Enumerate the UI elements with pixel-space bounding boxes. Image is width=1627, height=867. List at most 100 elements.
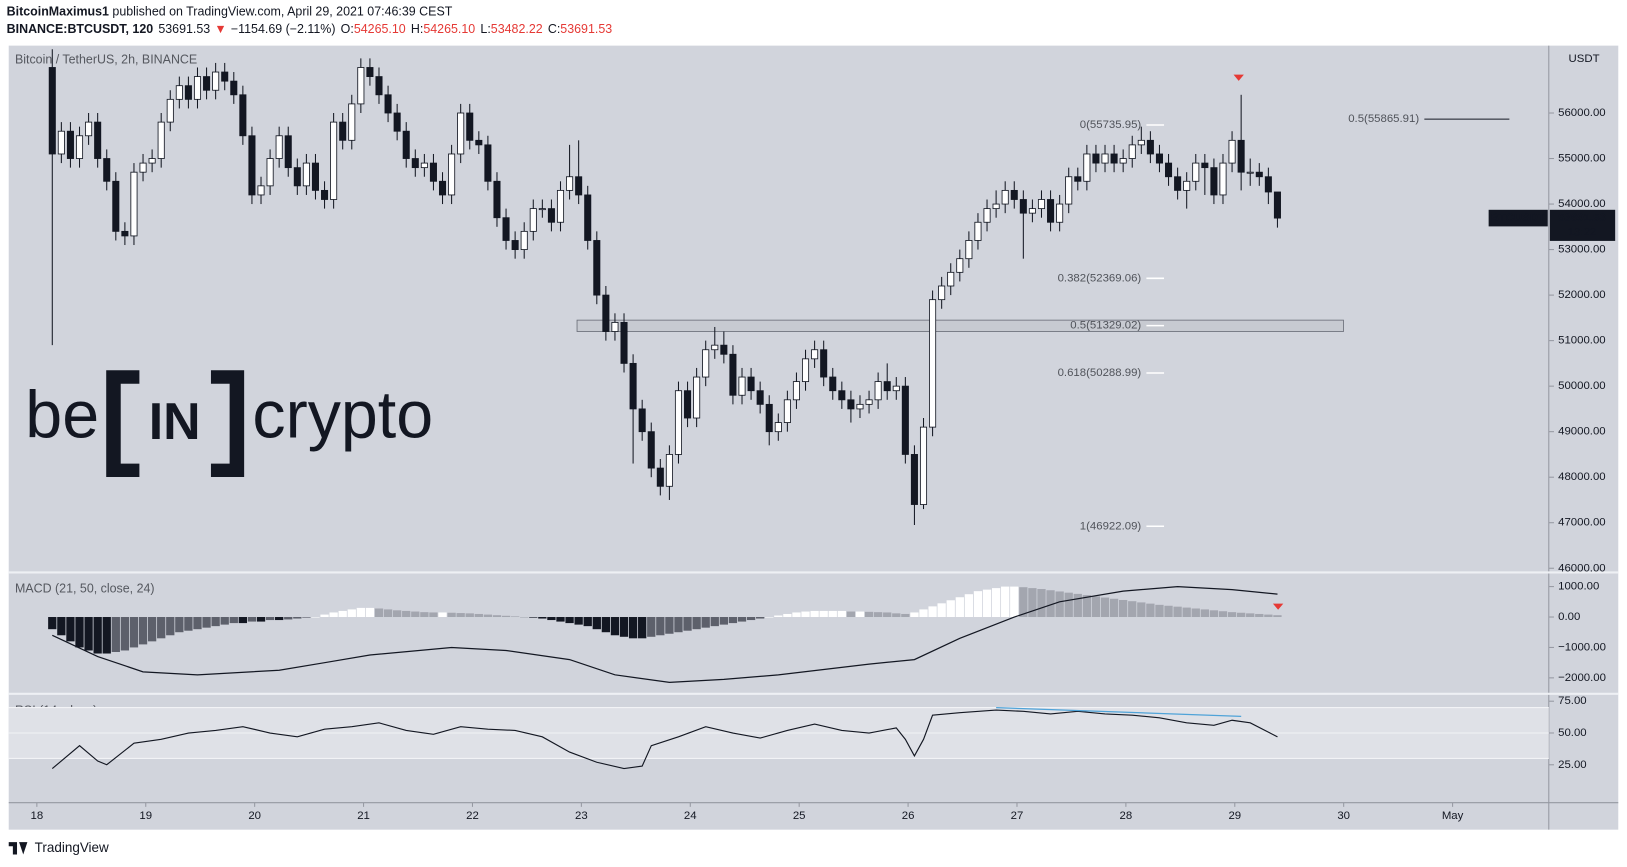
y-tick-label: 49000.00 xyxy=(1558,426,1606,438)
macd-bar xyxy=(447,612,456,618)
time-axis xyxy=(8,802,1619,830)
candle-body xyxy=(765,403,773,433)
header-price: 53691.53 xyxy=(158,22,210,36)
macd-bar xyxy=(202,617,211,628)
candle-body xyxy=(221,71,229,82)
macd-bar xyxy=(583,617,592,627)
x-tick-label: 25 xyxy=(793,810,806,822)
candle-body xyxy=(1110,153,1118,164)
macd-bar xyxy=(402,610,411,618)
y-tick-label: 52000.00 xyxy=(1558,289,1606,301)
macd-bar xyxy=(1046,590,1055,618)
candle-body xyxy=(802,358,810,383)
candle-body xyxy=(448,153,456,196)
macd-bar xyxy=(1091,596,1101,618)
macd-bar xyxy=(710,617,719,627)
y-tick-label: 47000.00 xyxy=(1558,517,1606,529)
candle-body xyxy=(720,344,728,355)
candle-body xyxy=(157,121,165,159)
macd-bar xyxy=(392,610,402,618)
macd-bar xyxy=(48,617,57,630)
macd-bar xyxy=(284,617,293,620)
macd-bar xyxy=(383,609,393,618)
macd-bar xyxy=(774,615,783,618)
macd-bar xyxy=(883,612,892,618)
y-tick-label: 46000.00 xyxy=(1558,562,1606,574)
candle-body xyxy=(1019,199,1027,214)
candle-body xyxy=(938,285,946,301)
macd-bar xyxy=(765,617,774,618)
candle-body xyxy=(1155,153,1163,164)
macd-bar xyxy=(1100,597,1110,618)
candle-body xyxy=(393,112,401,132)
x-tick-label: 30 xyxy=(1337,810,1350,822)
candle-body xyxy=(339,121,347,141)
candle-body xyxy=(239,94,247,137)
macd-bar xyxy=(75,617,84,648)
y-tick-label: 51000.00 xyxy=(1558,335,1606,347)
macd-bar xyxy=(792,612,801,618)
macd-bar xyxy=(411,611,420,618)
logo-icon xyxy=(8,842,28,855)
y-tick-label: −2000.00 xyxy=(1558,672,1606,684)
macd-bar xyxy=(84,617,93,651)
macd-bar xyxy=(465,613,474,618)
y-tick-label: −1000.00 xyxy=(1558,641,1606,653)
candle-body xyxy=(475,139,483,146)
candle-body xyxy=(1228,139,1236,164)
candle-body xyxy=(112,180,120,232)
x-tick-label: 21 xyxy=(357,810,370,822)
candle-body xyxy=(593,240,601,296)
candle-body xyxy=(1092,153,1100,164)
countdown: 13:22 xyxy=(1568,227,1597,239)
candle-body xyxy=(311,162,319,191)
candle-body xyxy=(792,381,800,401)
candle-body xyxy=(747,376,755,392)
candle-body xyxy=(148,158,156,164)
y-tick-label: 50000.00 xyxy=(1558,380,1606,392)
ohlc-value: 53691.53 xyxy=(560,22,612,36)
candle-body xyxy=(556,189,565,223)
candle-body xyxy=(602,294,610,332)
footer-logo: TradingView xyxy=(8,840,109,855)
candle-body xyxy=(384,94,392,114)
macd-bar xyxy=(111,617,120,653)
candle-body xyxy=(883,381,891,392)
fib-label: 0.5(51329.02) xyxy=(1070,320,1141,332)
macd-bar xyxy=(864,611,874,618)
candle-body xyxy=(1137,139,1145,146)
candle-body xyxy=(520,230,528,250)
candle-body xyxy=(838,390,846,401)
macd-bar xyxy=(982,589,992,618)
macd-bar xyxy=(1109,598,1119,618)
y-tick-label: 55000.00 xyxy=(1558,153,1606,165)
macd-bar xyxy=(1082,595,1092,618)
macd-bar xyxy=(374,608,384,618)
macd-bar xyxy=(120,617,130,651)
macd-bar xyxy=(756,617,765,619)
macd-bar xyxy=(229,617,238,624)
candle-body xyxy=(1074,176,1082,182)
macd-bar xyxy=(783,613,792,618)
candle-body xyxy=(974,221,982,241)
macd-bar xyxy=(265,617,275,621)
candle-body xyxy=(203,76,211,91)
candle-body xyxy=(212,71,220,91)
macd-bar xyxy=(683,617,692,631)
macd-bar xyxy=(510,616,520,618)
signal-arrow xyxy=(1272,603,1284,610)
macd-bar xyxy=(628,617,638,639)
y-tick-label: 0.00 xyxy=(1558,611,1580,623)
candle-body xyxy=(1210,167,1218,196)
macd-bar xyxy=(529,617,538,618)
candle-body xyxy=(330,121,338,200)
macd-bar xyxy=(338,610,347,618)
candle-body xyxy=(901,385,909,455)
axis-unit: USDT xyxy=(1569,53,1600,65)
candle-body xyxy=(85,121,93,137)
macd-bar xyxy=(429,612,438,618)
macd-bar xyxy=(1019,587,1028,618)
macd-bar xyxy=(547,617,556,621)
candle-body xyxy=(66,130,74,159)
